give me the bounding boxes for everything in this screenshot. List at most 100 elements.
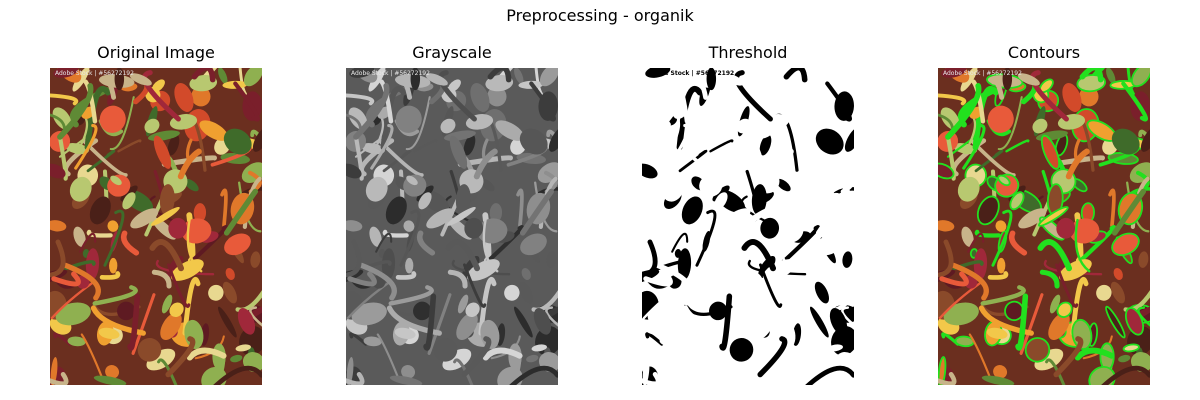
texture-shape (52, 107, 72, 130)
texture-shape (122, 192, 136, 210)
texture-shape (440, 118, 456, 134)
texture-shape (447, 269, 468, 289)
texture-shape (184, 178, 199, 192)
texture-shape (160, 312, 182, 341)
texture-shape (103, 209, 125, 267)
texture-shape (701, 257, 710, 274)
texture-shape (774, 276, 793, 336)
texture-shape (1074, 347, 1115, 361)
texture-shape (1118, 354, 1131, 363)
texture-shape (120, 230, 140, 256)
texture-shape (709, 301, 728, 321)
texture-shape (249, 306, 262, 327)
texture-shape (825, 81, 852, 122)
texture-shape (167, 263, 191, 308)
watermark-contours: Adobe Stock | #56272192 (943, 70, 1022, 77)
texture-shape (1071, 318, 1093, 350)
texture-shape (109, 96, 135, 151)
texture-shape (749, 358, 770, 385)
texture-shape (842, 251, 853, 268)
texture-shape (482, 347, 523, 361)
texture-shape (759, 263, 783, 308)
texture-shape (103, 79, 117, 100)
texture-shape (519, 188, 555, 236)
texture-shape (642, 280, 687, 320)
texture-shape (250, 251, 261, 268)
texture-shape (539, 68, 558, 87)
texture-shape (800, 284, 816, 301)
texture-shape (182, 276, 201, 336)
texture-shape (938, 280, 983, 320)
texture-shape (684, 285, 730, 306)
texture-shape (89, 196, 111, 225)
texture-shape (816, 233, 843, 256)
texture-shape (664, 68, 682, 92)
texture-shape (759, 134, 772, 156)
texture-shape (346, 239, 362, 278)
texture-shape (809, 306, 829, 338)
texture-shape (685, 375, 719, 385)
texture-shape (456, 312, 478, 341)
texture-shape (743, 269, 764, 289)
texture-shape (1005, 139, 1030, 153)
texture-shape (645, 332, 664, 346)
texture-shape (223, 188, 259, 236)
texture-shape (681, 196, 703, 225)
texture-shape (793, 366, 819, 385)
texture-shape (72, 68, 90, 92)
texture-shape (642, 371, 661, 385)
texture-shape (776, 319, 796, 350)
texture-shape (1039, 269, 1060, 289)
texture-shape (533, 307, 552, 335)
texture-shape (1126, 68, 1135, 96)
texture-shape (1140, 126, 1150, 152)
texture-shape (751, 184, 767, 216)
texture-shape (1053, 336, 1084, 378)
texture-shape (940, 107, 960, 130)
texture-shape (521, 267, 531, 280)
texture-shape (743, 79, 757, 93)
texture-shape (736, 118, 752, 134)
texture-shape (666, 124, 690, 170)
texture-shape (742, 206, 772, 226)
texture-shape (186, 347, 227, 361)
texture-shape (938, 93, 967, 106)
texture-shape (453, 358, 474, 385)
texture-shape (237, 307, 256, 335)
texture-shape (695, 79, 709, 100)
texture-shape (1105, 305, 1126, 339)
texture-shape (761, 302, 776, 318)
texture-shape (99, 271, 121, 280)
texture-shape (405, 257, 414, 274)
texture-shape (941, 68, 967, 78)
texture-shape (665, 226, 678, 247)
texture-shape (110, 175, 122, 186)
texture-shape (445, 239, 481, 272)
texture-shape (416, 230, 436, 256)
texture-shape (654, 262, 693, 301)
watermark-original: Adobe Stock | #56272192 (55, 70, 134, 77)
texture-shape (841, 306, 854, 327)
texture-shape (395, 105, 422, 133)
texture-shape (678, 229, 705, 238)
texture-shape (109, 257, 118, 274)
texture-shape (199, 120, 229, 141)
texture-shape (529, 81, 556, 122)
texture-shape (719, 293, 733, 351)
watermark-grayscale: Adobe Stock | #56272192 (351, 70, 430, 77)
texture-shape (810, 68, 820, 85)
texture-shape (1008, 230, 1028, 256)
texture-shape (50, 371, 69, 385)
texture-shape (174, 83, 194, 112)
texture-shape (213, 365, 262, 385)
texture-shape (812, 188, 820, 228)
texture-shape (945, 83, 982, 140)
texture-shape (50, 280, 95, 320)
texture-shape (1121, 81, 1148, 122)
texture-shape (757, 336, 788, 378)
panel-threshold: Threshold Adobe Stock | #56272192 (642, 42, 854, 385)
texture-shape (1074, 225, 1117, 267)
texture-shape (642, 93, 671, 106)
texture-shape (69, 176, 92, 202)
texture-shape (495, 120, 525, 141)
